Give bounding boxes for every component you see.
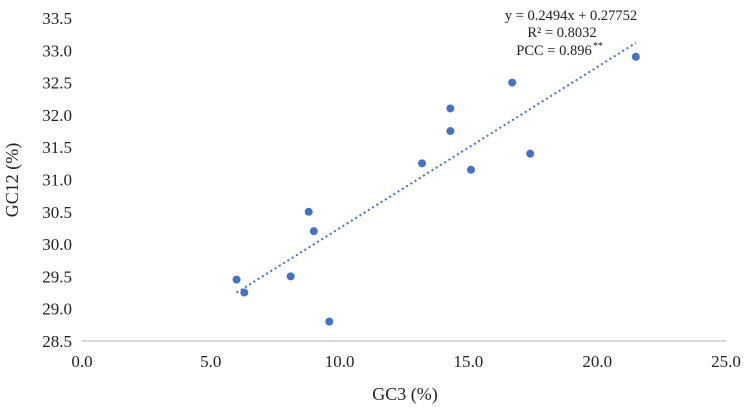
- data-point: [232, 275, 241, 284]
- y-tick-label: 33.5: [42, 9, 72, 28]
- data-point: [418, 159, 427, 168]
- x-tick-label: 15.0: [454, 352, 484, 371]
- data-point: [240, 288, 249, 297]
- data-point: [526, 149, 535, 158]
- data-point: [325, 317, 334, 326]
- x-tick-label: 5.0: [200, 352, 221, 371]
- r-squared-label: R² = 0.8032: [527, 25, 596, 41]
- data-point: [446, 127, 455, 136]
- data-point: [466, 165, 475, 174]
- x-axis-title: GC3 (%): [372, 384, 438, 405]
- y-axis-ticks: 28.5 29.0 29.5 30.0 30.5 31.0 31.5 32.0 32.5 33.0…: [42, 9, 72, 351]
- equation-label: y = 0.2494x + 0.27752: [505, 8, 637, 24]
- data-point: [304, 207, 313, 216]
- trendline: [236, 42, 637, 294]
- data-point: [631, 52, 640, 61]
- x-axis-ticks: 0.0 5.0 10.0 15.0 20.0 25.0: [71, 352, 741, 371]
- y-tick-label: 30.5: [42, 203, 72, 222]
- y-tick-label: 33.0: [42, 41, 72, 60]
- data-point: [286, 272, 295, 281]
- x-tick-label: 0.0: [71, 352, 92, 371]
- data-point: [309, 227, 318, 236]
- y-tick-label: 28.5: [42, 332, 72, 351]
- pcc-significance-marker: **: [593, 41, 603, 52]
- pcc-label: PCC = 0.896: [516, 43, 591, 59]
- y-tick-label: 29.5: [42, 267, 72, 286]
- y-tick-label: 32.0: [42, 106, 72, 125]
- data-point: [508, 78, 517, 87]
- y-tick-label: 30.0: [42, 235, 72, 254]
- y-tick-label: 31.0: [42, 171, 72, 190]
- y-tick-label: 31.5: [42, 138, 72, 157]
- x-tick-label: 20.0: [582, 352, 612, 371]
- y-tick-label: 32.5: [42, 74, 72, 93]
- y-axis-title: GC12 (%): [2, 143, 23, 218]
- data-point: [446, 104, 455, 113]
- y-tick-label: 29.0: [42, 300, 72, 319]
- x-tick-label: 10.0: [325, 352, 355, 371]
- x-tick-label: 25.0: [711, 352, 741, 371]
- data-points: [232, 52, 640, 326]
